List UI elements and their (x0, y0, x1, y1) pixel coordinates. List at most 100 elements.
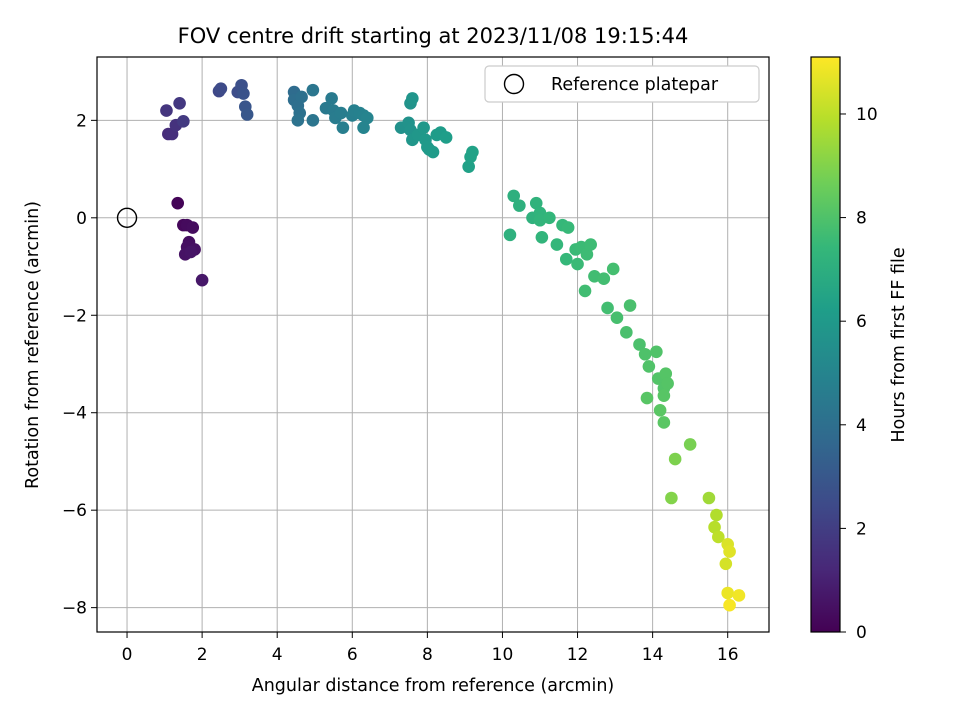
legend-box (484, 65, 760, 103)
colorbar: 0 2 4 6 8 10 Hours from first FF file (810, 56, 909, 643)
data-point (417, 121, 430, 134)
data-point (623, 299, 637, 312)
colorbar-tick-label: 8 (856, 209, 867, 229)
data-point (439, 131, 453, 144)
reference-platepar-marker (116, 207, 138, 229)
y-tick-label: −4 (62, 404, 87, 424)
colorbar-label: Hours from first FF file (889, 247, 909, 442)
chart-title: FOV centre drift starting at 2023/11/08 … (178, 24, 689, 48)
data-point (550, 238, 564, 251)
data-point (638, 347, 652, 361)
data-point (171, 196, 185, 210)
data-point (620, 326, 633, 339)
data-point (710, 508, 723, 522)
colorbar-ticks: 0 2 4 6 8 10 (840, 105, 878, 643)
data-point (610, 311, 624, 324)
data-point (195, 273, 209, 287)
data-point (723, 598, 736, 612)
data-point (240, 108, 254, 121)
colorbar-tick-label: 10 (856, 105, 878, 125)
scatter-points (160, 78, 746, 612)
data-point (584, 238, 597, 251)
data-point (723, 545, 736, 558)
colorbar-tick-label: 0 (856, 623, 867, 643)
data-point (665, 491, 678, 505)
data-point (657, 416, 671, 429)
data-point (571, 257, 584, 271)
data-point (466, 145, 479, 159)
x-tick-label: 12 (567, 645, 589, 665)
data-point (184, 245, 198, 259)
colorbar-gradient (810, 56, 841, 633)
data-point (561, 221, 575, 234)
x-tick-label: 4 (272, 645, 283, 665)
data-point (642, 360, 656, 373)
colorbar-tick-label: 2 (856, 519, 867, 539)
data-point (336, 121, 350, 134)
data-point (559, 252, 573, 266)
data-point (578, 284, 592, 298)
y-tick-label: −6 (62, 501, 87, 521)
data-point (291, 114, 305, 127)
reference-point (116, 207, 138, 229)
data-point (214, 82, 228, 95)
data-point (668, 452, 682, 466)
data-point (507, 189, 521, 203)
legend-marker (503, 73, 525, 95)
grid-lines (97, 57, 769, 632)
data-point (325, 92, 338, 105)
data-point (601, 301, 614, 315)
data-point (732, 589, 746, 602)
data-point (173, 96, 186, 110)
data-point (306, 83, 320, 97)
y-tick-label: 2 (76, 111, 87, 131)
data-point (426, 145, 440, 159)
data-point (640, 391, 654, 405)
data-point (361, 111, 374, 125)
x-tick-label: 10 (492, 645, 514, 665)
plot-frame (96, 56, 770, 633)
data-point (535, 230, 549, 244)
data-point (721, 586, 735, 600)
data-point (160, 104, 173, 117)
data-point (661, 377, 674, 390)
y-tick-label: −2 (62, 306, 87, 326)
data-point (357, 121, 370, 134)
x-tick-label: 6 (347, 645, 358, 665)
legend-entry: Reference platepar (551, 75, 719, 95)
y-tick-label: 0 (76, 209, 87, 229)
legend: Reference platepar (484, 65, 760, 103)
data-point (606, 262, 620, 276)
x-axis-label: Angular distance from reference (arcmin) (252, 676, 615, 696)
x-tick-label: 8 (422, 645, 433, 665)
data-point (702, 491, 716, 505)
data-point (597, 272, 611, 286)
data-point (529, 196, 543, 210)
data-point (580, 248, 594, 261)
data-point (653, 403, 667, 417)
x-tick-label: 0 (122, 645, 133, 665)
y-tick-label: −8 (62, 599, 87, 619)
data-point (708, 520, 721, 534)
x-tick-label: 14 (642, 645, 664, 665)
data-point (633, 338, 646, 351)
data-point (503, 228, 517, 242)
data-point (513, 199, 526, 212)
data-point (406, 92, 419, 105)
data-point (657, 389, 671, 402)
data-point (683, 438, 697, 451)
data-point (237, 87, 250, 100)
data-point (719, 557, 733, 571)
data-point (334, 106, 348, 120)
x-tick-label: 16 (717, 645, 739, 665)
data-point (659, 367, 673, 381)
data-point (543, 211, 556, 225)
data-point (306, 114, 320, 127)
y-axis-ticks: −8 −6 −4 −2 0 2 (62, 111, 97, 619)
colorbar-tick-label: 4 (856, 416, 867, 436)
x-axis-ticks: 0 2 4 6 8 10 12 14 16 (122, 632, 739, 665)
data-point (186, 221, 200, 234)
x-tick-label: 2 (197, 645, 208, 665)
data-point (712, 530, 725, 544)
